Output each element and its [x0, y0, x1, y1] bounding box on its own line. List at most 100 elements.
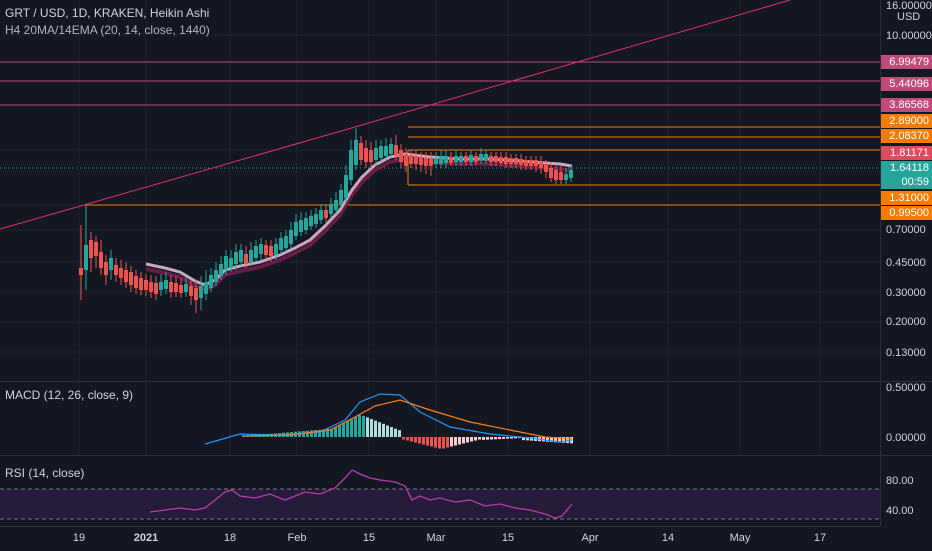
signal-line: [241, 399, 573, 440]
candle-body: [509, 158, 513, 164]
candle-body: [434, 158, 438, 164]
macd-histogram-bar: [302, 431, 305, 437]
macd-histogram-bar: [410, 437, 413, 442]
price-tag: 2.89000: [881, 114, 932, 128]
macd-histogram-bar: [474, 437, 477, 441]
time-axis[interactable]: [0, 526, 880, 551]
macd-histogram-bar: [338, 425, 341, 437]
candle-body: [484, 154, 488, 160]
candle-body: [284, 236, 288, 248]
pane-separator[interactable]: [0, 455, 932, 456]
candle-body: [384, 146, 388, 156]
macd-histogram-bar: [330, 429, 333, 437]
macd-histogram-bar: [426, 437, 429, 446]
macd-histogram-bar: [430, 437, 433, 447]
candle-body: [394, 145, 398, 156]
candle-body: [449, 157, 453, 163]
macd-histogram-bar: [414, 437, 417, 443]
macd-histogram-bar: [530, 437, 533, 441]
macd-histogram-bar: [374, 420, 377, 437]
macd-histogram-bar: [390, 427, 393, 437]
macd-histogram-bar: [454, 437, 457, 446]
macd-histogram-bar: [554, 437, 557, 443]
candle-body: [454, 156, 458, 162]
macd-tick: 0.00000: [886, 432, 926, 444]
price-tick: 0.30000: [886, 287, 926, 299]
candle-body: [429, 158, 433, 166]
macd-histogram-bar: [566, 437, 569, 444]
candle-body: [269, 246, 273, 256]
macd-histogram-bar: [526, 437, 529, 441]
rsi-band-fill: [0, 489, 880, 519]
candle-body: [79, 268, 83, 275]
currency-label[interactable]: USD: [897, 11, 921, 23]
time-label: 2021: [133, 532, 159, 544]
macd-histogram-bar: [358, 415, 361, 437]
macd-histogram-bar: [366, 417, 369, 437]
candle-body: [569, 170, 573, 178]
macd-histogram-bar: [478, 437, 481, 440]
price-axis[interactable]: [880, 0, 932, 526]
countdown-tag: 00:59: [881, 175, 932, 189]
candle-body: [479, 154, 483, 160]
candle-body: [414, 156, 418, 164]
candle-body: [214, 270, 218, 282]
candle-body: [334, 200, 338, 210]
macd-histogram-bar: [510, 437, 513, 439]
price-tag: 2.08370: [881, 129, 932, 143]
price-chart[interactable]: [0, 0, 880, 381]
macd-histogram-bar: [514, 437, 517, 439]
macd-histogram-bar: [342, 423, 345, 437]
price-axis-top-label: 16.00000: [886, 0, 932, 12]
macd-histogram-bar: [482, 437, 485, 440]
candle-body: [389, 144, 393, 154]
candle-body: [144, 280, 148, 290]
price-tag: 1.31000: [881, 191, 932, 205]
candle-body: [249, 250, 253, 262]
candle-body: [324, 210, 328, 218]
candle-body: [99, 252, 103, 268]
candle-body: [164, 280, 168, 289]
macd-histogram-bar: [394, 428, 397, 437]
candle-body: [274, 244, 278, 255]
candle-body: [404, 154, 408, 166]
candle-body: [409, 155, 413, 164]
candle-body: [234, 252, 238, 264]
candle-body: [489, 156, 493, 162]
candle-body: [539, 162, 543, 168]
macd-histogram-bar: [354, 417, 357, 437]
candle-body: [309, 216, 313, 226]
candle-body: [304, 218, 308, 230]
candle-body: [529, 160, 533, 166]
candle-body: [319, 210, 323, 220]
rsi-tick: 80.00: [886, 475, 914, 487]
candle-body: [314, 214, 318, 224]
trendline: [354, 0, 791, 128]
candle-body: [189, 286, 193, 296]
macd-histogram-bar: [406, 437, 409, 441]
candle-body: [184, 284, 188, 292]
time-label: Mar: [426, 532, 446, 544]
time-label: Feb: [287, 532, 307, 544]
candle-body: [114, 265, 118, 275]
macd-histogram-bar: [506, 437, 509, 439]
time-label: May: [729, 532, 751, 544]
price-tag: 6.99479: [881, 55, 932, 69]
candle-body: [179, 285, 183, 293]
candle-body: [524, 160, 528, 166]
candle-body: [289, 230, 293, 244]
macd-chart[interactable]: [0, 382, 880, 455]
macd-histogram-bar: [362, 415, 365, 437]
candle-body: [439, 156, 443, 164]
symbol-legend[interactable]: GRT / USD, 1D, KRAKEN, Heikin Ashi: [5, 6, 210, 20]
macd-histogram-bar: [370, 419, 373, 437]
macd-histogram-bar: [446, 437, 449, 448]
macd-legend[interactable]: MACD (12, 26, close, 9): [5, 388, 134, 402]
indicator-legend[interactable]: H4 20MA/14EMA (20, 14, close, 1440): [5, 23, 210, 37]
macd-histogram-bar: [498, 437, 501, 440]
candle-body: [424, 158, 428, 166]
rsi-legend[interactable]: RSI (14, close): [5, 466, 85, 480]
macd-histogram-bar: [310, 430, 313, 437]
rsi-chart[interactable]: [0, 456, 880, 526]
pane-separator[interactable]: [0, 381, 932, 382]
